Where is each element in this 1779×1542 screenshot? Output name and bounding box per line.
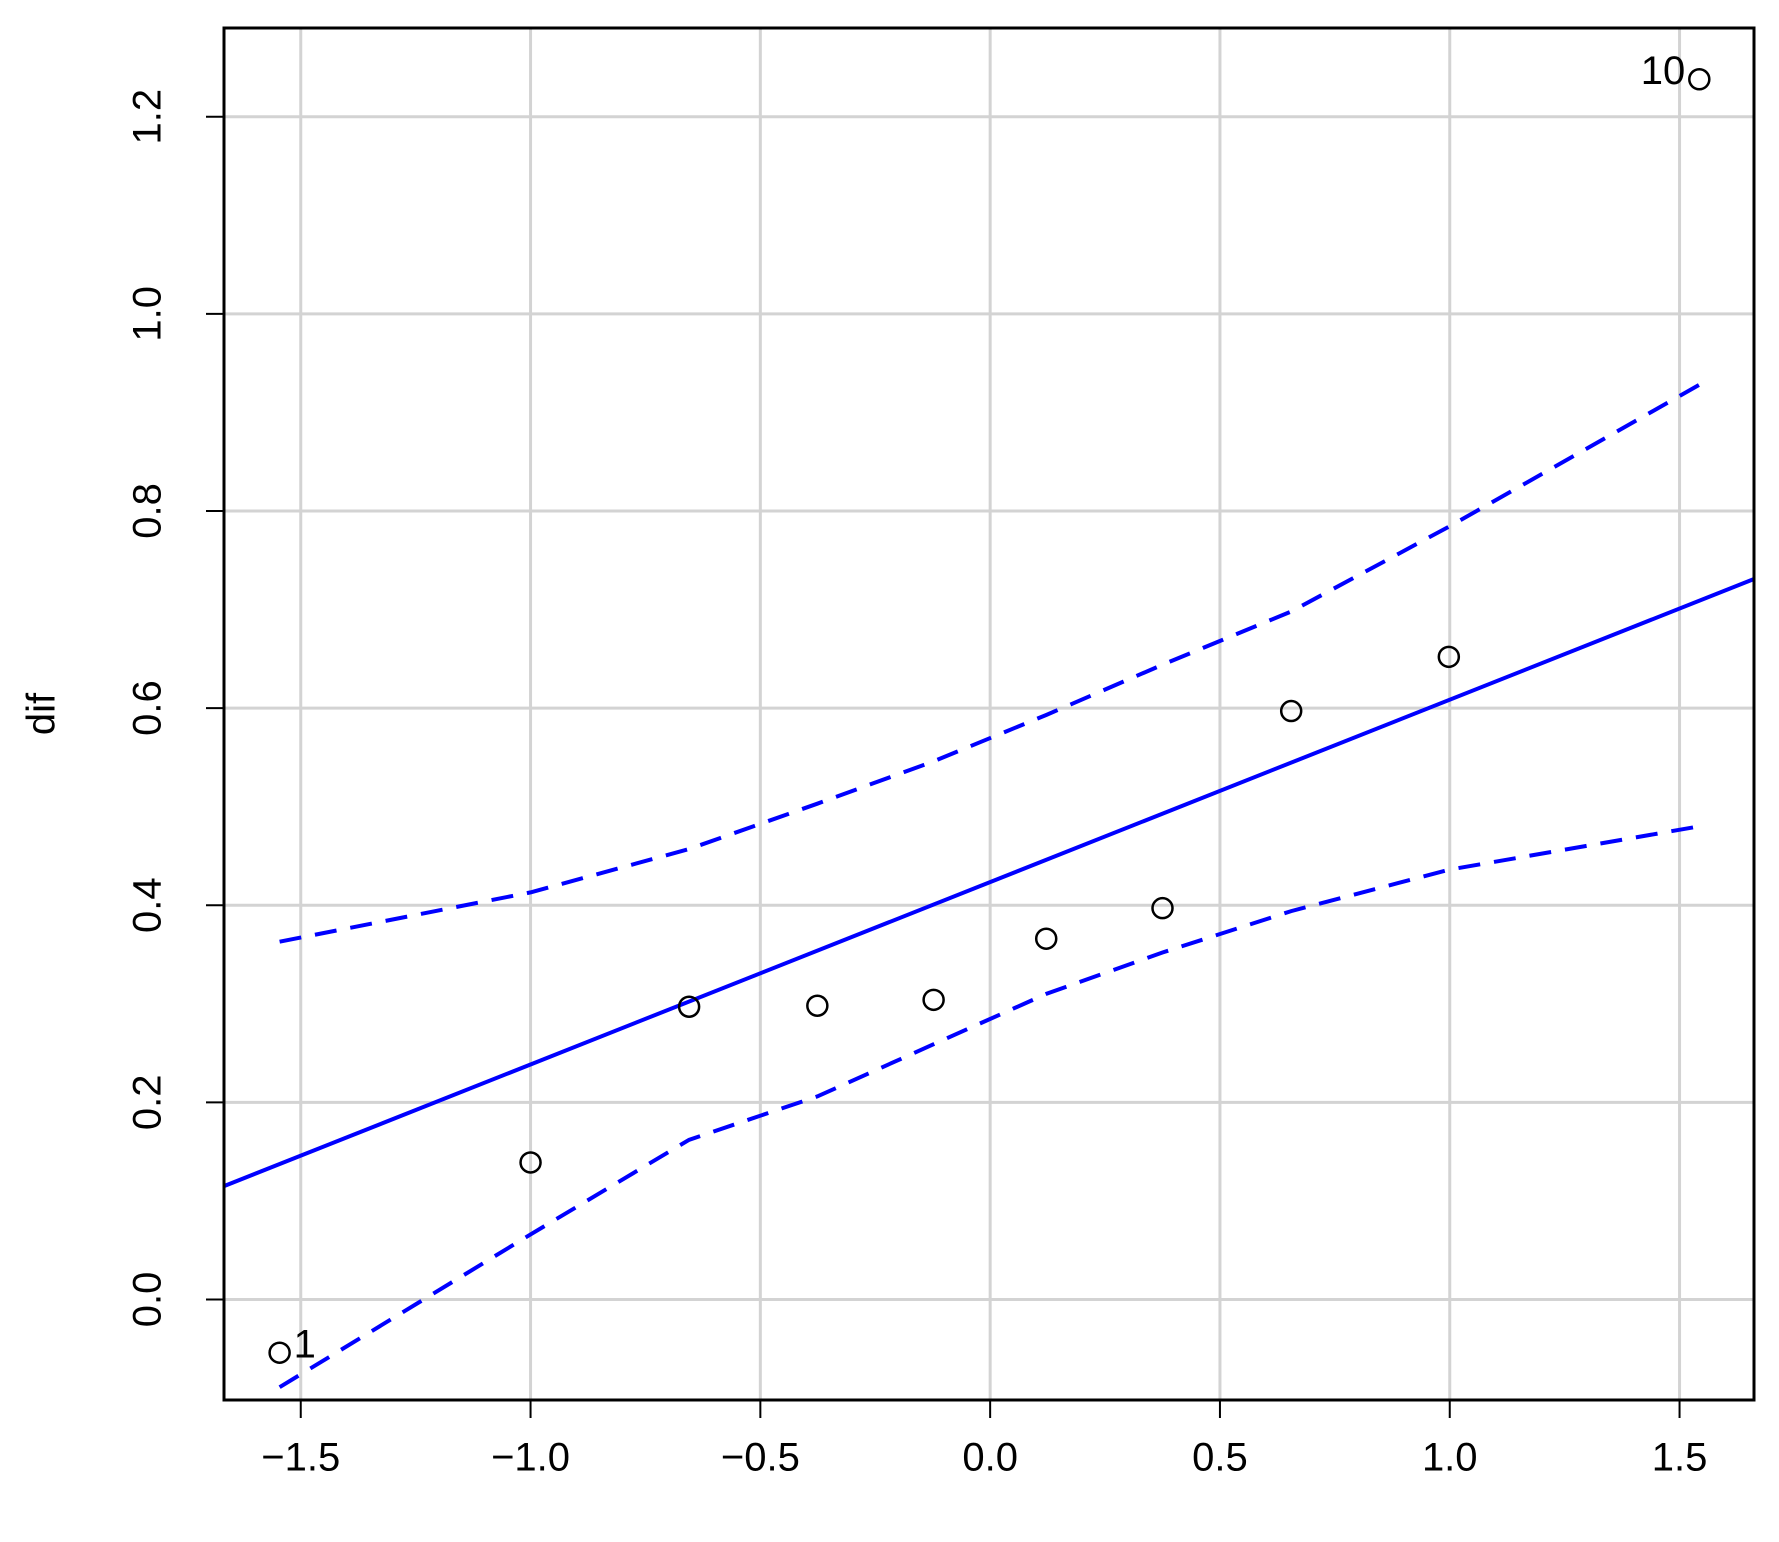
point [1437, 645, 1461, 669]
y-tick-label: 0.8 [126, 483, 170, 539]
envelope-lower [278, 824, 1700, 1389]
point [1279, 699, 1303, 723]
y-tick-label: 1.0 [126, 286, 170, 342]
point-label: 1 [294, 1322, 316, 1366]
point [268, 1341, 291, 1364]
y-tick-label: 0.6 [126, 680, 170, 736]
point [1151, 896, 1174, 920]
y-tick-label: 0.2 [126, 1075, 170, 1131]
x-tick-label: 1.0 [1422, 1436, 1478, 1480]
y-axis-label: dif [20, 692, 64, 735]
point-label: 10 [1641, 49, 1686, 93]
x-tick-label: 0.5 [1192, 1436, 1248, 1480]
x-tick-label: 1.5 [1652, 1436, 1708, 1480]
point [1034, 927, 1058, 950]
x-tick-label: −1.0 [491, 1436, 570, 1480]
reference-line [223, 577, 1755, 1188]
y-tick-label: 1.2 [126, 89, 170, 145]
y-tick-label: 0.4 [126, 877, 170, 933]
x-tick-label: −1.5 [261, 1436, 340, 1480]
point [677, 995, 701, 1018]
point [519, 1151, 542, 1174]
point [806, 994, 829, 1017]
x-tick-label: −0.5 [721, 1436, 800, 1480]
envelope-upper [279, 383, 1701, 944]
point [1688, 68, 1711, 91]
plot-frame [222, 26, 1756, 1402]
x-tick-label: 0.0 [962, 1436, 1018, 1480]
y-tick-label: 0.0 [126, 1272, 170, 1328]
point [922, 988, 945, 1012]
